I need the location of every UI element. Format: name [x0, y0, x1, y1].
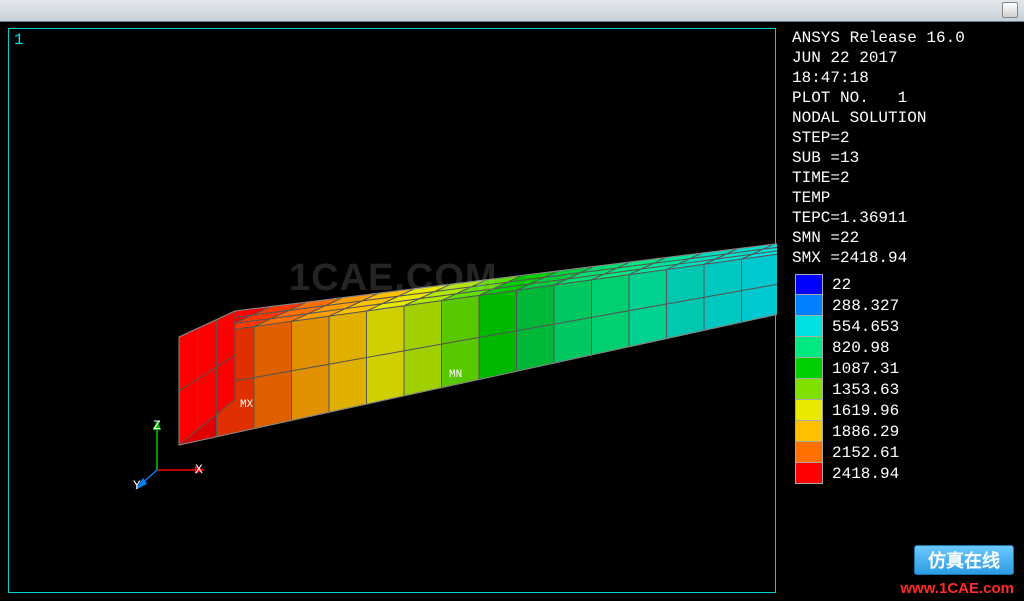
mx-label: MX — [240, 399, 253, 411]
info-line: SMN =22 — [792, 228, 1020, 248]
info-lines: ANSYS Release 16.0JUN 22 201718:47:18PLO… — [792, 28, 1020, 268]
legend-label: 554.653 — [826, 317, 899, 337]
info-line: NODAL SOLUTION — [792, 108, 1020, 128]
legend-swatch — [795, 379, 823, 400]
legend-label: 2152.61 — [826, 443, 899, 463]
info-line: PLOT NO. 1 — [792, 88, 1020, 108]
info-line: SUB =13 — [792, 148, 1020, 168]
legend-label: 1619.96 — [826, 401, 899, 421]
legend-row: 1353.63 — [792, 379, 1020, 400]
plot-frame: 1 MX MN Z X Y 1CAE.COM — [8, 28, 776, 593]
legend-swatch — [795, 337, 823, 358]
info-line: STEP=2 — [792, 128, 1020, 148]
legend-row: 1619.96 — [792, 400, 1020, 421]
info-line: ANSYS Release 16.0 — [792, 28, 1020, 48]
legend-swatch — [795, 463, 823, 484]
legend-row: 288.327 — [792, 295, 1020, 316]
mn-label: MN — [449, 369, 462, 381]
legend-swatch — [795, 358, 823, 379]
legend-label: 1886.29 — [826, 422, 899, 442]
info-line: SMX =2418.94 — [792, 248, 1020, 268]
legend-swatch — [795, 421, 823, 442]
legend-row: 1087.31 — [792, 358, 1020, 379]
info-panel: ANSYS Release 16.0JUN 22 201718:47:18PLO… — [786, 22, 1024, 601]
legend-row: 554.653 — [792, 316, 1020, 337]
legend-row: 2418.94 — [792, 463, 1020, 484]
info-line: JUN 22 2017 — [792, 48, 1020, 68]
plot-canvas — [9, 29, 777, 594]
axis-y-label: Y — [133, 478, 141, 493]
info-line: TIME=2 — [792, 168, 1020, 188]
info-line: 18:47:18 — [792, 68, 1020, 88]
axis-z-label: Z — [153, 418, 161, 433]
legend-label: 2418.94 — [826, 464, 899, 484]
axis-triad: Z X Y — [135, 420, 215, 492]
legend-row: 2152.61 — [792, 442, 1020, 463]
legend-swatch — [795, 442, 823, 463]
legend-swatch — [795, 316, 823, 337]
legend-swatch — [795, 274, 823, 295]
info-line: TEMP — [792, 188, 1020, 208]
legend-label: 820.98 — [826, 338, 890, 358]
legend-label: 22 — [826, 275, 851, 295]
watermark-url: www.1CAE.com — [900, 580, 1014, 597]
legend-swatch — [795, 400, 823, 421]
info-line: TEPC=1.36911 — [792, 208, 1020, 228]
legend-row: 820.98 — [792, 337, 1020, 358]
legend-label: 288.327 — [826, 296, 899, 316]
legend-label: 1087.31 — [826, 359, 899, 379]
watermark-center: 1CAE.COM — [289, 257, 498, 300]
legend-label: 1353.63 — [826, 380, 899, 400]
legend-row: 1886.29 — [792, 421, 1020, 442]
watermark-badge: 仿真在线 — [914, 545, 1014, 575]
legend-row: 22 — [792, 274, 1020, 295]
axis-x-label: X — [195, 462, 203, 477]
color-legend: 22288.327554.653820.981087.311353.631619… — [792, 274, 1020, 484]
window-titlebar — [0, 0, 1024, 22]
legend-swatch — [795, 295, 823, 316]
